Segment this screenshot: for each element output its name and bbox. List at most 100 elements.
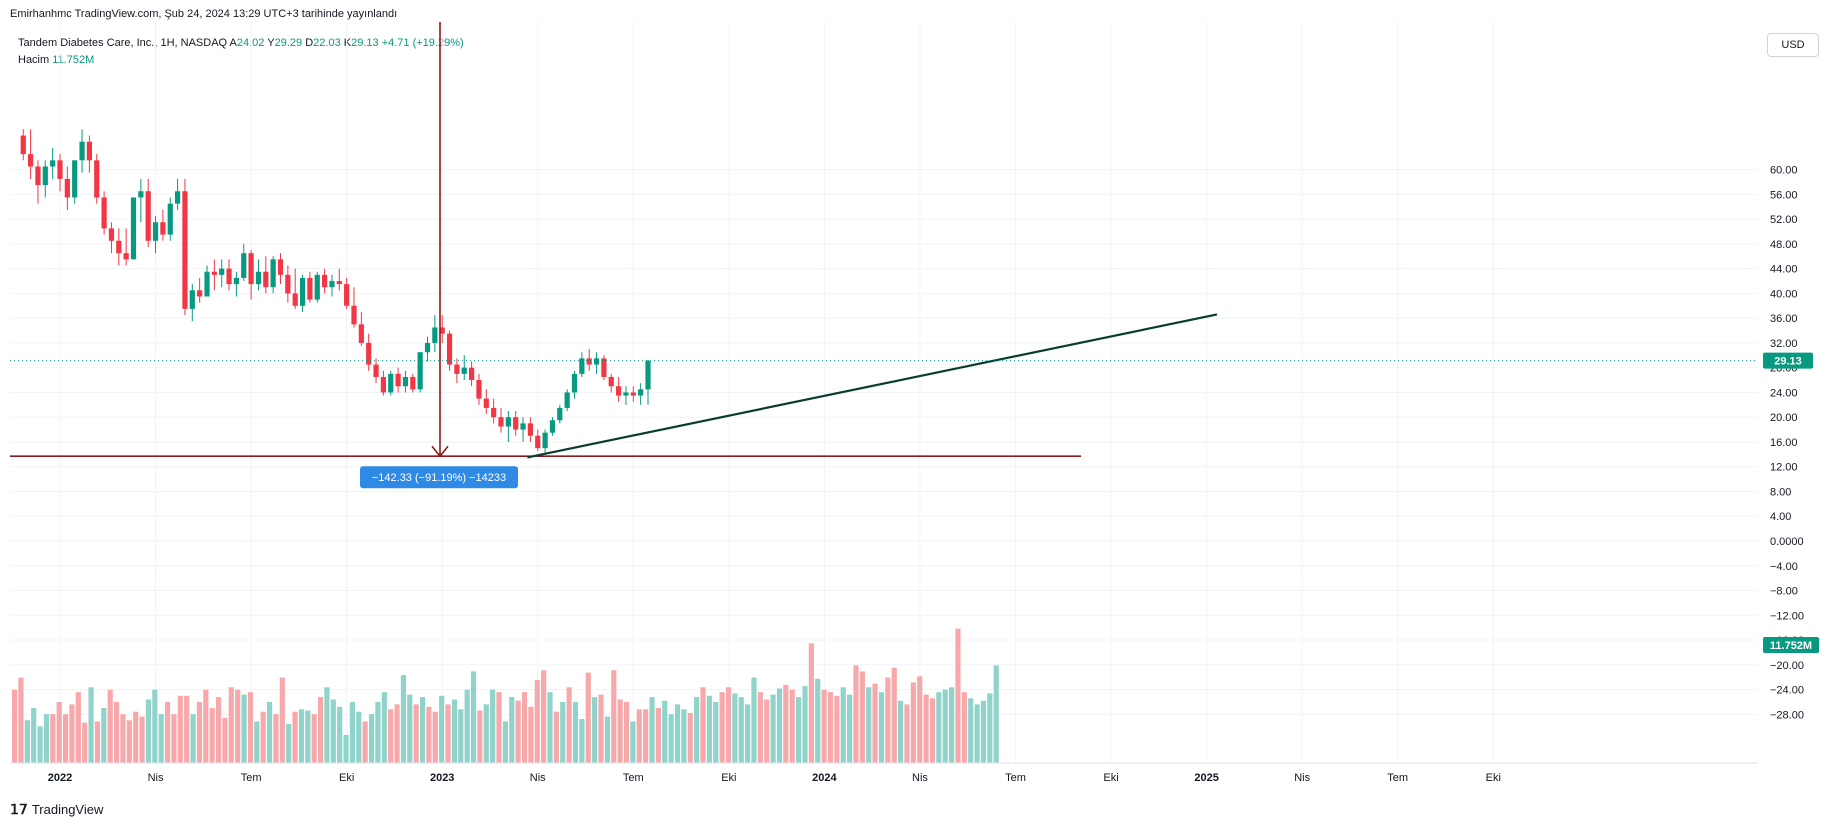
volume-bar <box>776 688 783 763</box>
measure-label: −142.33 (−91.19%) −14233 <box>360 466 518 489</box>
candle-body <box>241 253 247 278</box>
volume-bar <box>164 701 171 763</box>
volume-bars <box>12 628 999 763</box>
x-tick-label: Tem <box>623 772 644 784</box>
y-tick-label: 60.00 <box>1770 165 1798 177</box>
low-label: D <box>305 37 314 49</box>
candle-body <box>513 417 519 430</box>
candle-body <box>270 259 276 288</box>
volume-label[interactable]: Hacim <box>18 54 50 66</box>
candle-body <box>123 253 129 260</box>
y-tick-label: 20.00 <box>1770 412 1798 424</box>
volume-bar <box>273 714 279 763</box>
publish-credit: Emirhanhmc TradingView.com, Şub 24, 2024… <box>10 8 398 20</box>
volume-bar <box>18 677 24 763</box>
y-tick-label: 32.00 <box>1770 338 1798 350</box>
low-value: 22.03 <box>313 37 341 49</box>
volume-bar <box>674 704 681 763</box>
x-tick-label: Eki <box>721 772 736 784</box>
y-tick-label: −4.00 <box>1770 561 1798 573</box>
candle-body <box>373 364 379 377</box>
volume-bar <box>286 723 292 763</box>
volume-bar <box>12 689 18 763</box>
volume-bar <box>177 695 183 763</box>
volume-bar <box>770 694 776 763</box>
volume-bar <box>349 701 356 763</box>
close-value: 29.13 <box>351 37 379 49</box>
candle-body <box>579 358 585 374</box>
price-chart[interactable]: 60.00 56.00 52.00 48.00 44.00 40.00 36.00 32.00… <box>0 0 1835 795</box>
x-tick-label: Nis <box>912 772 928 784</box>
candle-body <box>564 392 570 408</box>
volume-bar <box>158 714 164 763</box>
volume-bar <box>521 692 528 763</box>
candle-body <box>277 259 284 275</box>
volume-bar <box>623 701 630 763</box>
y-tick-label: 40.00 <box>1770 288 1798 300</box>
volume-bar <box>847 694 853 763</box>
volume-bar <box>687 712 693 763</box>
volume-bar <box>50 714 56 763</box>
volume-bar <box>974 704 980 763</box>
volume-bar <box>502 721 508 763</box>
volume-bar <box>190 714 196 763</box>
candle-body <box>35 166 41 186</box>
volume-bar <box>611 670 617 763</box>
candle-body <box>226 268 232 285</box>
candle-body <box>145 191 151 241</box>
volume-bar <box>426 706 432 763</box>
volume-bar <box>362 721 368 763</box>
candle-body <box>623 392 629 396</box>
candle-body <box>79 141 85 161</box>
change-value: +4.71 (+19.29%) <box>381 37 464 49</box>
volume-bar <box>891 667 897 763</box>
volume-bar <box>490 689 496 763</box>
volume-bar <box>815 678 821 763</box>
candle-body <box>388 373 394 393</box>
y-tick-label: −28.00 <box>1770 709 1804 721</box>
volume-bar <box>904 704 910 763</box>
candle-body <box>424 342 431 353</box>
measure-arrow-icon <box>431 445 449 458</box>
candle-body <box>263 271 269 288</box>
volume-bar <box>878 692 885 763</box>
volume-bar <box>955 628 961 763</box>
candle-body <box>491 407 497 418</box>
volume-bar <box>152 689 158 763</box>
volume-bar <box>470 671 477 763</box>
volume-bar <box>292 711 298 763</box>
candle-body <box>454 364 460 374</box>
volume-bar <box>56 701 62 763</box>
volume-bar <box>133 711 139 763</box>
volume-bar <box>120 714 126 763</box>
candle-body <box>175 191 181 204</box>
volume-bar <box>451 699 457 763</box>
volume-bar <box>496 692 502 763</box>
volume-bar <box>662 700 668 763</box>
measure-label-text: −142.33 (−91.19%) −14233 <box>372 472 506 484</box>
volume-bar <box>802 686 808 763</box>
candle-body <box>439 327 445 334</box>
candle-body <box>86 141 92 161</box>
volume-bar <box>483 704 489 763</box>
drawing-tools <box>10 22 1758 459</box>
volume-bar <box>604 716 610 763</box>
y-tick-label: 52.00 <box>1770 214 1798 226</box>
tradingview-logo-icon: 𝟣𝟩 <box>10 801 28 817</box>
x-tick-label: 2023 <box>430 772 454 784</box>
volume-bar <box>330 699 336 763</box>
volume-bar <box>356 711 362 763</box>
volume-bar <box>929 698 936 763</box>
candle-body <box>366 342 372 365</box>
volume-bar <box>738 697 744 763</box>
volume-badge-text: 11.752M <box>1770 640 1812 652</box>
volume-bar <box>681 709 687 763</box>
chart-legend: Tandem Diabetes Care, Inc., 1H, NASDAQ A… <box>18 35 464 69</box>
candle-body <box>395 373 401 387</box>
currency-button[interactable]: USD <box>1767 33 1819 57</box>
candle-body <box>64 178 70 198</box>
volume-bar <box>783 684 789 763</box>
symbol-name[interactable]: Tandem Diabetes Care, Inc., 1H, NASDAQ <box>18 37 228 49</box>
tradingview-footer: 𝟣𝟩 TradingView <box>10 801 103 818</box>
volume-bar <box>668 714 674 763</box>
